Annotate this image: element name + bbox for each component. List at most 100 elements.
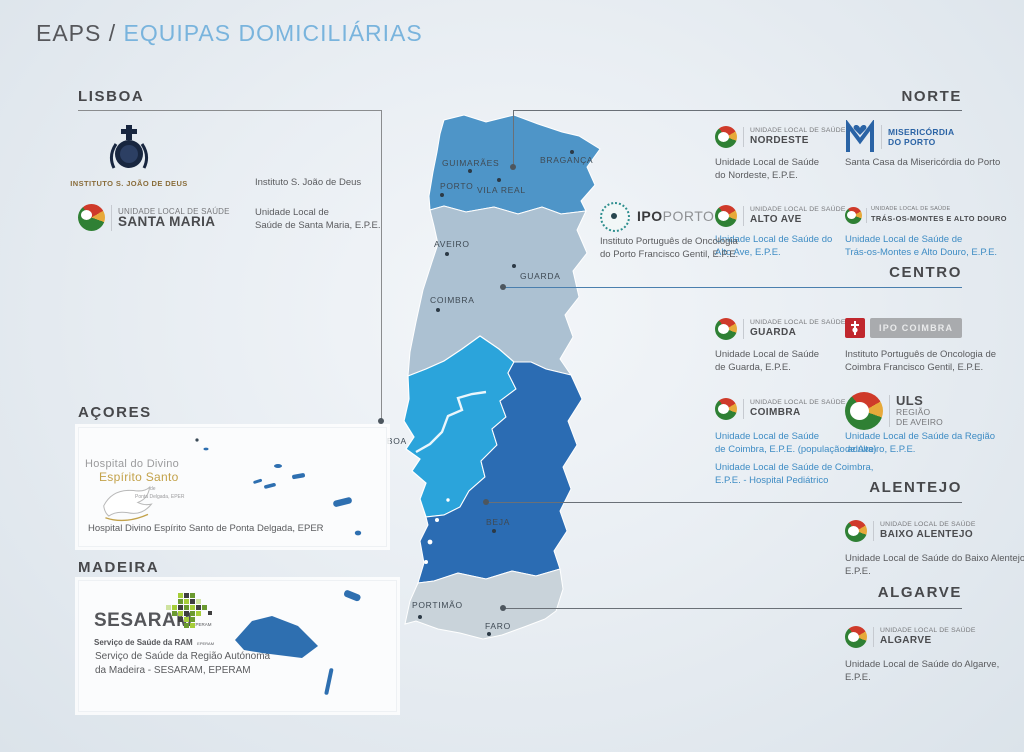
aveiro-caption: Unidade Local de Saúde da Região de Avei… — [845, 430, 995, 456]
logo-divider — [111, 204, 112, 231]
page-title: EAPS / EQUIPAS DOMICILIÁRIAS — [36, 20, 423, 47]
nordeste-caption: Unidade Local de Saúde do Nordeste, E.P.… — [715, 156, 819, 182]
caption-line: Unidade Local de Saúde do Algarve, — [845, 659, 1000, 670]
uls-circle-icon — [78, 204, 105, 231]
uls-name-label: ALTO AVE — [750, 214, 802, 225]
caption-line: Unidade Local de Saúde — [715, 349, 820, 360]
ipo-coimbra-caption: Instituto Português de Oncologia de Coim… — [845, 348, 996, 374]
misericordia-porto-logo: MISERICÓRDIA DO PORTO — [845, 120, 954, 154]
logo-divider — [866, 207, 867, 223]
section-header-alentejo: ALENTEJO — [869, 479, 962, 496]
uls-top-label: UNIDADE LOCAL DE SAÚDE — [750, 399, 846, 406]
uls-name-label: NORDESTE — [750, 135, 809, 146]
sesaram-name: SESARAM — [94, 610, 193, 631]
uls-circle-icon — [715, 398, 737, 420]
uls-top-label: UNIDADE LOCAL DE SAÚDE — [880, 627, 976, 634]
section-header-acores: AÇORES — [78, 404, 152, 421]
uls-circle-icon — [845, 626, 867, 648]
logo-divider — [889, 395, 890, 427]
leader-dot-norte — [510, 164, 516, 170]
sesaram-suffix: EPERAM — [192, 622, 212, 627]
caption-line: E.P.E. - Hospital Pediátrico — [715, 475, 829, 486]
section-header-algarve: ALGARVE — [877, 584, 962, 601]
city-dot-faro — [487, 632, 491, 636]
hdes-logo-line2: Espírito Santo — [99, 470, 179, 484]
section-header-madeira: MADEIRA — [78, 559, 160, 576]
sesaram-cross-icon — [166, 593, 212, 628]
logo-divider — [743, 399, 744, 419]
city-dot-braganca — [570, 150, 574, 154]
madeira-box — [78, 580, 397, 712]
reservoir — [424, 560, 428, 564]
ipo-porto-name-bold: IPO — [637, 208, 663, 224]
leader-line-lisboa — [78, 110, 382, 111]
leader-dot-lisboa — [378, 418, 384, 424]
leader-line-lisboa-v — [381, 110, 382, 422]
leader-dot-centro — [500, 284, 506, 290]
caption-line: Unidade Local de Saúde da Região — [845, 431, 996, 442]
algarve-caption: Unidade Local de Saúde do Algarve, E.P.E… — [845, 658, 999, 684]
uls-top-label: UNIDADE LOCAL DE SAÚDE — [871, 206, 951, 212]
reservoir — [427, 539, 433, 545]
city-label-braganca: BRAGANÇA — [540, 155, 594, 165]
logo-divider — [743, 127, 744, 147]
city-dot-aveiro — [445, 252, 449, 256]
alto-ave-caption: Unidade Local de Saúde do Alto Ave, E.P.… — [715, 233, 832, 259]
uls-circle-icon — [715, 126, 737, 148]
santa-maria-caption: Unidade Local de Saúde de Santa Maria, E… — [255, 206, 381, 232]
uls-algarve-logo: UNIDADE LOCAL DE SAÚDE ALGARVE — [845, 626, 976, 648]
city-label-faro: FARO — [485, 621, 511, 631]
caption-line: Unidade Local de Saúde do — [715, 234, 833, 245]
reservoir — [446, 498, 450, 502]
misericordia-m-icon — [846, 120, 874, 152]
uls-aveiro-logo: ULS REGIÃO DE AVEIRO — [845, 392, 943, 430]
misericordia-caption: Santa Casa da Misericórdia do Porto — [845, 157, 1001, 168]
baixo-alentejo-caption: Unidade Local de Saúde do Baixo Alentejo… — [845, 552, 1024, 578]
uls-coimbra-logo: UNIDADE LOCAL DE SAÚDE COIMBRA — [715, 398, 846, 420]
uls-name-label: ALGARVE — [880, 635, 932, 646]
logo-divider — [873, 627, 874, 647]
ipo-coimbra-bar-label: IPO COIMBRA — [870, 318, 963, 338]
caption-line: Instituto Português de Oncologia de — [845, 349, 997, 360]
uls-baixo-alentejo-logo: UNIDADE LOCAL DE SAÚDE BAIXO ALENTEJO — [845, 520, 976, 542]
uls-circle-icon — [845, 520, 867, 542]
caption-line: da Madeira - SESARAM, EPERAM — [95, 665, 251, 676]
uls-name-label: SANTA MARIA — [118, 213, 216, 229]
uls-aveiro-line2: REGIÃO — [896, 407, 931, 417]
hdes-logo-line4: Ponta Delgada, EPER — [135, 494, 185, 500]
logo-divider — [743, 319, 744, 339]
logo-divider — [881, 125, 882, 149]
section-header-lisboa: LISBOA — [78, 88, 145, 105]
uls-name-label: BAIXO ALENTEJO — [880, 529, 974, 540]
city-dot-coimbra — [436, 308, 440, 312]
hdes-logo-line1: Hospital do Divino — [85, 458, 180, 470]
tras-os-montes-caption: Unidade Local de Saúde de Trás-os-Montes… — [845, 233, 997, 259]
caption-line: Serviço de Saúde da Região Autónoma — [95, 651, 271, 662]
uls-circle-icon — [845, 392, 883, 430]
city-dot-porto — [440, 193, 444, 197]
uls-nordeste-logo: UNIDADE LOCAL DE SAÚDE NORDESTE — [715, 126, 846, 148]
uls-circle-icon — [715, 205, 737, 227]
uls-top-label: UNIDADE LOCAL DE SAÚDE — [750, 127, 846, 134]
caption-line: do Nordeste, E.P.E. — [715, 170, 798, 181]
caption-line: Coimbra Francisco Gentil, E.P.E. — [845, 362, 984, 373]
ipo-porto-logo: IPOPORTO — [600, 202, 714, 232]
leader-line-algarve — [503, 608, 962, 609]
logo-divider — [743, 206, 744, 226]
misericordia-name-line1: MISERICÓRDIA — [888, 127, 955, 137]
acores-box — [78, 427, 387, 547]
caption-line: Saúde de Santa Maria, E.P.E. — [255, 220, 381, 231]
caption-line: Unidade Local de Saúde de — [845, 234, 963, 245]
misericordia-name-line2: DO PORTO — [888, 137, 936, 147]
guarda-caption: Unidade Local de Saúde de Guarda, E.P.E. — [715, 348, 819, 374]
uls-circle-icon — [845, 206, 862, 224]
uls-top-label: UNIDADE LOCAL DE SAÚDE — [118, 206, 230, 216]
leader-dot-algarve — [500, 605, 506, 611]
caption-line: E.P.E. — [845, 566, 871, 577]
dove-icon — [103, 485, 153, 522]
uls-aveiro-line3: DE AVEIRO — [896, 417, 943, 427]
acores-caption: Hospital Divino Espírito Santo de Ponta … — [88, 523, 324, 534]
madeira-islands — [235, 590, 361, 695]
leader-line-centro — [503, 287, 962, 288]
